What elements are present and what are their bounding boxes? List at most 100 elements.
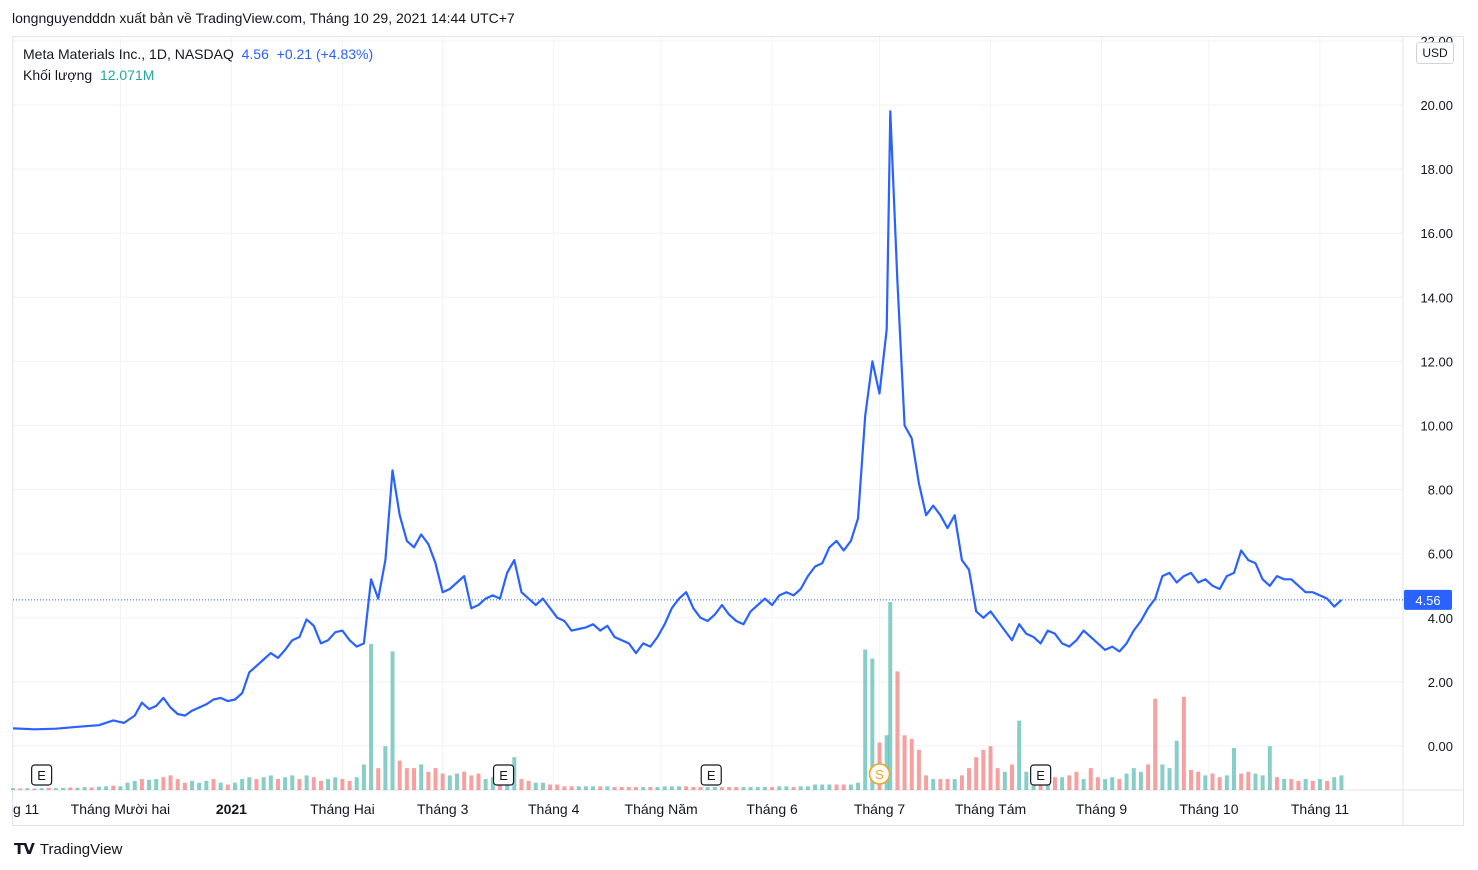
volume-bar <box>1174 740 1179 790</box>
volume-bar <box>959 775 964 790</box>
x-tick-label: Tháng Năm <box>625 801 698 817</box>
volume-bar <box>762 787 767 790</box>
volume-bar <box>791 787 796 790</box>
earnings-marker-icon[interactable] <box>492 764 515 786</box>
volume-bar <box>1095 777 1100 790</box>
volume-bar <box>813 784 818 790</box>
volume-bar <box>1253 773 1258 790</box>
volume-bar <box>598 786 603 790</box>
volume-bar <box>1317 779 1322 790</box>
volume-bar <box>1310 780 1315 790</box>
volume-bar <box>104 786 109 790</box>
earnings-marker-icon[interactable] <box>700 764 722 786</box>
earnings-marker-icon[interactable] <box>1030 764 1052 786</box>
volume-bar <box>884 735 889 790</box>
volume-legend[interactable]: Khối lượng 12.071M <box>23 67 154 83</box>
volume-bar <box>1189 769 1194 790</box>
volume-bar <box>462 771 467 790</box>
volume-bar <box>691 787 696 790</box>
volume-bar <box>333 777 338 790</box>
volume-bar <box>974 757 979 790</box>
volume-bar <box>455 773 459 790</box>
volume-bar <box>770 787 775 790</box>
volume-bar <box>512 757 517 790</box>
x-tick-label: Tháng 6 <box>746 801 798 817</box>
volume-bar <box>909 738 914 790</box>
symbol-legend[interactable]: Meta Materials Inc., 1D, NASDAQ 4.56 +0.… <box>23 46 373 62</box>
x-tick-label: Tháng Hai <box>310 801 375 817</box>
y-tick-label: 8.00 <box>1428 483 1453 498</box>
volume-bar <box>863 649 868 790</box>
volume-bar <box>11 788 15 790</box>
volume-bar <box>426 771 431 790</box>
split-marker-label: S <box>875 767 884 782</box>
volume-bar <box>361 764 366 790</box>
volume-bar <box>132 780 137 790</box>
volume-bar <box>938 779 943 790</box>
volume-bar <box>734 787 739 790</box>
earnings-marker-label: E <box>37 768 46 783</box>
volume-bar <box>741 787 746 790</box>
volume-bar <box>924 775 929 790</box>
volume-bar <box>340 779 345 790</box>
volume-bar <box>755 787 760 790</box>
y-tick-label: 16.00 <box>1420 226 1453 241</box>
volume-bar <box>1260 775 1265 790</box>
x-tick-label: Tháng 11 <box>1291 801 1349 817</box>
volume-bar <box>1010 764 1014 790</box>
volume-bar <box>125 782 130 790</box>
volume-bar <box>147 779 152 790</box>
volume-bar <box>827 784 832 790</box>
volume-bar <box>1081 779 1086 790</box>
volume-bar <box>404 768 409 790</box>
volume-bar <box>662 786 667 790</box>
volume-bar <box>641 787 646 790</box>
currency-button[interactable]: USD <box>1416 42 1454 64</box>
volume-bar <box>82 787 87 790</box>
volume-bar <box>967 768 972 790</box>
volume-bar <box>18 788 23 790</box>
volume-bar <box>1296 780 1301 790</box>
volume-bar <box>1289 779 1294 790</box>
volume-bar <box>469 775 474 790</box>
volume-bar <box>727 787 732 790</box>
y-tick-label: 20.00 <box>1420 98 1453 113</box>
volume-bar <box>68 787 73 790</box>
volume-bar <box>39 788 44 790</box>
volume-bar <box>233 782 237 790</box>
volume-bar <box>519 779 524 790</box>
volume-bar <box>902 735 907 790</box>
volume-bar <box>369 644 374 790</box>
volume-bar <box>684 786 689 790</box>
volume-bar <box>211 779 216 790</box>
volume-bar <box>669 786 674 790</box>
volume-bar <box>784 786 789 790</box>
volume-bar <box>397 760 402 790</box>
volume-bar <box>197 782 202 790</box>
volume-bar <box>1160 764 1165 790</box>
volume-bar <box>848 784 853 790</box>
volume-bar <box>1146 764 1151 790</box>
symbol-name: Meta Materials Inc., 1D, NASDAQ <box>23 46 234 62</box>
volume-bar <box>447 775 452 790</box>
volume-bar <box>1339 775 1344 790</box>
volume-bar <box>32 788 37 790</box>
earnings-marker-icon[interactable] <box>31 764 53 786</box>
volume-bar <box>1153 698 1158 790</box>
split-marker-icon[interactable] <box>868 763 891 785</box>
x-tick-label: 2021 <box>216 801 247 817</box>
volume-bar <box>1246 771 1251 790</box>
volume-bar <box>1131 768 1136 790</box>
volume-bar <box>1203 775 1208 790</box>
last-price: 4.56 <box>241 46 269 62</box>
x-tick-label: Tháng 9 <box>1076 801 1128 817</box>
volume-bar <box>834 784 839 790</box>
volume-bar <box>526 780 531 790</box>
volume-bar <box>154 779 159 790</box>
volume-bar <box>569 786 574 790</box>
volume-bar <box>383 746 388 790</box>
earnings-marker-label: E <box>707 768 716 783</box>
volume-bar <box>648 787 653 790</box>
volume-bar <box>820 784 825 790</box>
